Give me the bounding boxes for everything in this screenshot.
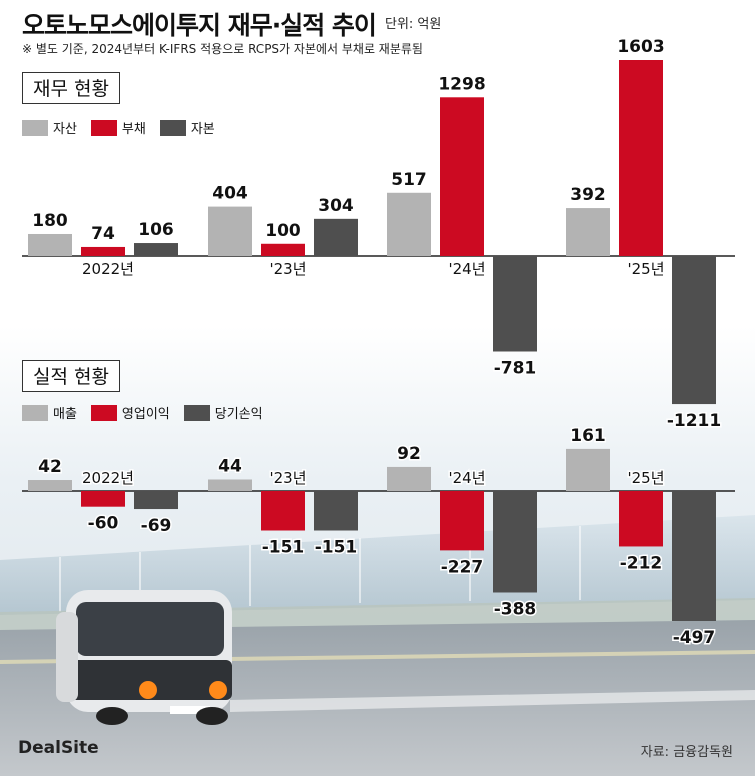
infographic-title: 오토노모스에이투지 재무·실적 추이 [22,11,377,40]
chart-0-bar-red-3 [619,60,663,256]
chart-0-bar-dark-0 [134,243,178,256]
chart-0-bar-dark-3 [672,256,716,405]
data-source: 자료: 금융감독원 [640,745,733,760]
chart-0-bar-red-1 [261,243,305,256]
chart-1-value-label: -60 [88,514,119,534]
chart-0-value-label: 304 [318,196,354,216]
legend-item-revenue: 매출 [22,403,77,422]
chart-1-value-label: -151 [262,537,305,557]
chart-0-value-label: 74 [91,224,115,244]
legend-item-liabilities: 부채 [90,118,146,137]
chart-1-category-label: '24년 [448,469,485,487]
chart-1-bar-gray-2 [387,466,431,491]
chart-1-bar-dark-3 [672,491,716,621]
chart-0-value-label: 404 [212,184,248,204]
chart-0-value-label: -1211 [667,411,721,431]
chart-0-value-label: -781 [494,358,537,378]
chart-1-bar-dark-2 [493,491,537,593]
chart-1-value-label: -497 [673,628,716,648]
chart-1-bar-red-0 [81,491,125,507]
legend-item-assets: 자산 [22,118,77,137]
legend-item-equity: 자본 [159,118,215,137]
legend-item-operating-income: 영업이익 [90,403,170,422]
chart-0-category-label: '23년 [269,260,306,278]
unit-label: 단위: 억원 [385,17,442,32]
legend-label: 당기손익 [214,407,263,422]
chart-0-value-label: 106 [138,220,174,240]
chart-0-bar-gray-3 [566,208,610,256]
chart-0-bar-red-0 [81,246,125,256]
legend-label: 자산 [53,122,77,137]
legend-performance: 매출 영업이익 당기손익 [22,403,277,422]
chart-1-value-label: 44 [218,456,242,476]
legend-item-net-income: 당기손익 [183,403,263,422]
legend-label: 자본 [190,122,215,137]
section-title-performance: 실적 현황 [22,360,120,392]
chart-1-bar-red-2 [440,491,484,551]
legend-label: 부채 [121,122,146,137]
chart-1-value-label: 92 [397,444,421,464]
legend-swatch [22,119,48,136]
chart-1-bar-red-1 [261,491,305,531]
legend-label: 매출 [53,407,77,422]
chart-0-value-label: 1603 [617,37,664,57]
publisher-credit: DealSite [18,738,99,758]
chart-0-bar-gray-1 [208,206,252,256]
chart-1-bar-dark-1 [314,491,358,531]
legend-swatch [22,404,48,421]
chart-1-value-label: -151 [315,537,358,557]
chart-0-bar-gray-2 [387,192,431,256]
chart-0-value-label: 100 [265,221,301,241]
chart-1-value-label: -69 [141,516,172,536]
chart-0-category-label: '25년 [627,260,664,278]
chart-1-bar-dark-0 [134,491,178,510]
chart-1-bar-red-3 [619,491,663,547]
chart-0-value-label: 392 [570,185,606,205]
chart-0-bar-dark-2 [493,256,537,352]
legend-swatch [90,119,117,136]
chart-1-bar-gray-3 [566,448,610,491]
chart-1-value-label: -212 [620,553,663,573]
chart-1-category-label: '25년 [627,469,664,487]
autonomous-shuttle-illustration [56,590,232,725]
chart-1-bar-gray-1 [208,479,252,491]
chart-0-category-label: 2022년 [82,260,134,278]
section-title-financial-status: 재무 현황 [22,72,120,104]
legend-swatch [90,404,117,421]
legend-swatch [183,404,210,421]
chart-1-category-label: '23년 [269,469,306,487]
chart-0-bar-gray-0 [28,233,72,256]
chart-1-value-label: -227 [441,557,484,577]
legend-label: 영업이익 [121,407,170,422]
chart-0-value-label: 180 [32,211,68,231]
chart-1-category-label: 2022년 [82,469,134,487]
chart-1-value-label: -388 [494,599,537,619]
chart-0-bar-red-2 [440,97,484,257]
footnote: ※ 별도 기준, 2024년부터 K-IFRS 적용으로 RCPS가 자본에서 … [22,42,423,56]
legend-financial: 자산 부채 자본 [22,118,229,137]
legend-swatch [159,119,186,136]
chart-0-value-label: 1298 [438,74,485,94]
chart-0-category-label: '24년 [448,260,485,278]
chart-1-value-label: 42 [38,457,62,477]
chart-0-value-label: 517 [391,170,427,190]
chart-0-bar-dark-1 [314,218,358,256]
chart-1-value-label: 161 [570,426,606,446]
chart-1-bar-gray-0 [28,480,72,491]
